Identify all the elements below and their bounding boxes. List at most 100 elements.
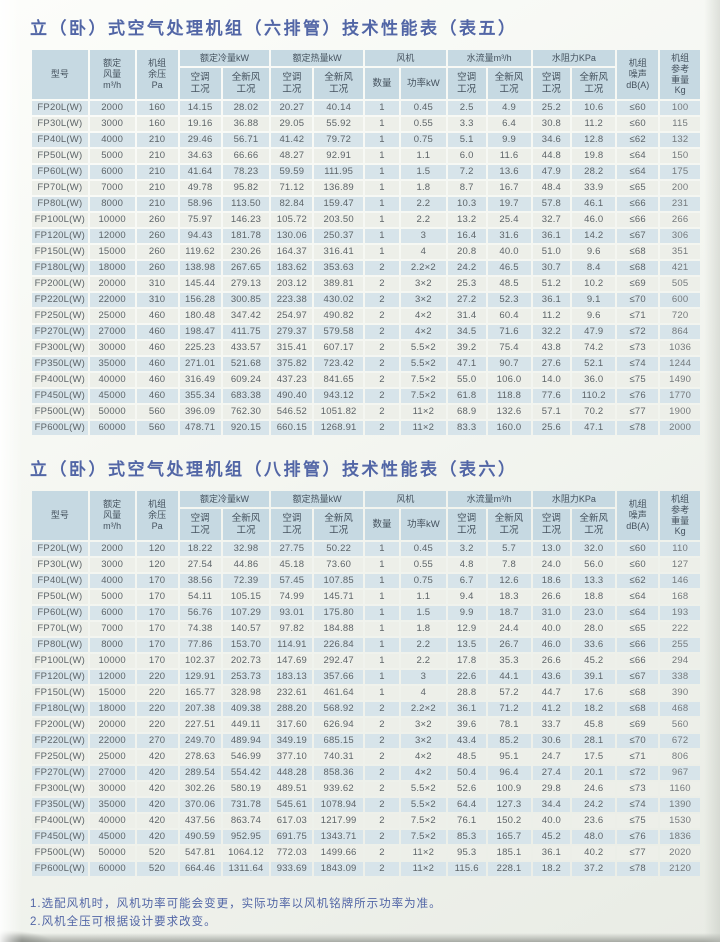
value-cell: 288.20 (271, 702, 313, 716)
value-cell: 316.41 (314, 245, 364, 259)
value-cell: 279.13 (222, 277, 270, 291)
value-cell: ≤77 (617, 846, 659, 860)
value-cell: ≤74 (617, 798, 659, 812)
value-cell: 165.7 (487, 830, 531, 844)
value-cell: 59.59 (271, 165, 313, 179)
value-cell: 12.8 (572, 133, 616, 147)
value-cell: 29.05 (271, 117, 313, 131)
value-cell: 685.15 (314, 734, 364, 748)
value-cell: 78.1 (487, 718, 531, 732)
model-cell: FP220L(W) (32, 293, 88, 307)
value-cell: ≤64 (617, 606, 659, 620)
value-cell: 17.8 (447, 654, 486, 668)
value-cell: 560 (660, 718, 700, 732)
value-cell: 57.45 (271, 574, 313, 588)
value-cell: 9.9 (447, 606, 486, 620)
table-row: FP60L(W) 6000 210 41.64 78.23 59.59 111.95 1 1.5… (32, 165, 700, 179)
value-cell: 4×2 (400, 309, 446, 323)
value-cell: 27.75 (271, 542, 313, 556)
value-cell: 2 (365, 277, 399, 291)
value-cell: 31.0 (532, 606, 571, 620)
sub-header-fan-qty: 数量 (365, 509, 399, 540)
value-cell: 300.85 (222, 293, 270, 307)
value-cell: 1 (365, 133, 399, 147)
value-cell: 2.2 (400, 654, 446, 668)
value-cell: 58.96 (179, 197, 221, 211)
value-cell: 36.0 (572, 373, 616, 387)
value-cell: 28.0 (572, 622, 616, 636)
value-cell: 5000 (89, 590, 135, 604)
value-cell: 260 (136, 261, 178, 275)
value-cell: 52.3 (487, 293, 531, 307)
model-cell: FP270L(W) (32, 325, 88, 339)
value-cell: 46.1 (572, 197, 616, 211)
value-cell: 92.91 (314, 149, 364, 163)
value-cell: 920.15 (222, 421, 270, 435)
value-cell: 22.6 (447, 670, 486, 684)
value-cell: 1 (365, 622, 399, 636)
value-cell: 36.1 (532, 293, 571, 307)
value-cell: 560 (136, 421, 178, 435)
value-cell: 47.9 (532, 165, 571, 179)
sub-header-heating-fresh: 全新风 工况 (314, 509, 364, 540)
value-cell: 389.81 (314, 277, 364, 291)
model-cell: FP250L(W) (32, 309, 88, 323)
value-cell: 41.2 (532, 702, 571, 716)
value-cell: 28.1 (572, 734, 616, 748)
table-row: FP450L(W) 45000 460 355.34 683.38 490.40 943.1… (32, 389, 700, 403)
value-cell: 138.98 (179, 261, 221, 275)
value-cell: 40.0 (487, 245, 531, 259)
value-cell: 1 (365, 574, 399, 588)
value-cell: 4.9 (487, 101, 531, 115)
table-row: FP400L(W) 40000 460 316.49 609.24 437.23 841.6… (32, 373, 700, 387)
value-cell: 146.23 (222, 213, 270, 227)
value-cell: 23.0 (572, 606, 616, 620)
value-cell: 44.86 (222, 558, 270, 572)
table-row: FP300L(W) 30000 460 225.23 433.57 315.41 607.1… (32, 341, 700, 355)
value-cell: 347.42 (222, 309, 270, 323)
value-cell: 3 (400, 670, 446, 684)
value-cell: 55.0 (447, 373, 486, 387)
table-row: FP180L(W) 18000 220 207.38 409.38 288.20 568.9… (32, 702, 700, 716)
table-row: FP600L(W) 60000 560 478.71 920.15 660.15 1268.… (32, 421, 700, 435)
value-cell: 691.75 (271, 830, 313, 844)
model-cell: FP270L(W) (32, 766, 88, 780)
value-cell: 255 (660, 638, 700, 652)
value-cell: 1343.71 (314, 830, 364, 844)
value-cell: 260 (136, 245, 178, 259)
value-cell: 2 (365, 702, 399, 716)
sub-header-waterres-fresh: 全新风 工况 (572, 509, 616, 540)
value-cell: 316.49 (179, 373, 221, 387)
value-cell: 17.5 (572, 750, 616, 764)
value-cell: 2.2×2 (400, 261, 446, 275)
value-cell: 2.2 (400, 638, 446, 652)
value-cell: 14.0 (532, 373, 571, 387)
value-cell: 933.69 (271, 862, 313, 876)
value-cell: 27000 (89, 766, 135, 780)
value-cell: 1 (365, 117, 399, 131)
model-cell: FP500L(W) (32, 846, 88, 860)
value-cell: 46.0 (532, 638, 571, 652)
value-cell: 1770 (660, 389, 700, 403)
value-cell: 266 (660, 213, 700, 227)
value-cell: 1 (365, 654, 399, 668)
value-cell: ≤60 (617, 117, 659, 131)
value-cell: 57.2 (487, 686, 531, 700)
value-cell: 36.1 (447, 702, 486, 716)
model-cell: FP60L(W) (32, 606, 88, 620)
value-cell: 120 (136, 558, 178, 572)
value-cell: 617.03 (271, 814, 313, 828)
value-cell: 2 (365, 261, 399, 275)
value-cell: 520 (136, 862, 178, 876)
value-cell: 16.7 (487, 181, 531, 195)
value-cell: 232.61 (271, 686, 313, 700)
value-cell: 100.9 (487, 782, 531, 796)
group-header-waterres: 水阻力KPa (532, 491, 616, 507)
value-cell: 292.47 (314, 654, 364, 668)
value-cell: 13.0 (532, 542, 571, 556)
value-cell: 2 (365, 862, 399, 876)
value-cell: 11×2 (400, 405, 446, 419)
value-cell: 3000 (89, 558, 135, 572)
value-cell: 48.0 (572, 830, 616, 844)
model-cell: FP180L(W) (32, 702, 88, 716)
